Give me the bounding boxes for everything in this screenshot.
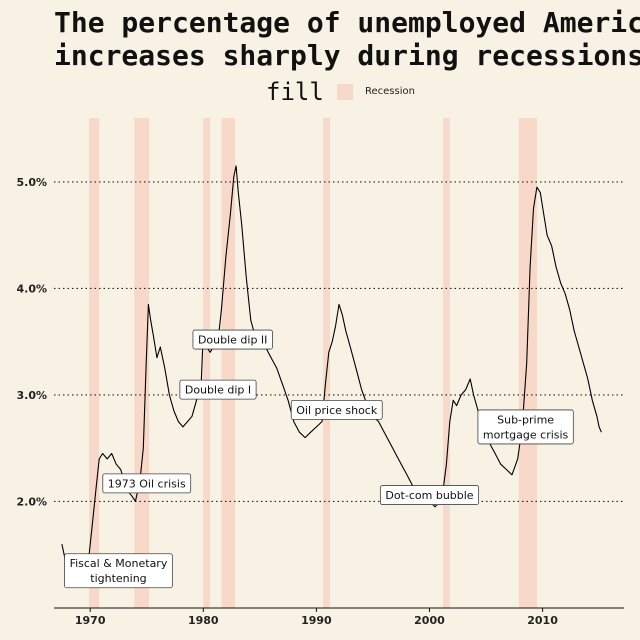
annotation-7-text-2: mortgage crisis <box>483 428 569 441</box>
annotation-6-text-1: Dot-com bubble <box>385 489 473 502</box>
annotation-7-text-1: Sub-prime <box>497 413 554 426</box>
recession-band-2 <box>134 118 149 608</box>
annotation-4-box <box>192 329 273 350</box>
x-tick-label-3: 1990 <box>301 614 332 627</box>
annotation-2-text-1: 1973 Oil crisis <box>108 477 186 490</box>
annotation-1-text-1: Fiscal & Monetary <box>70 557 168 570</box>
annotation-2: 1973 Oil crisis <box>102 473 192 494</box>
recession-band-4 <box>221 118 235 608</box>
y-tick-label-4: 5.0% <box>16 176 47 189</box>
recession-band-7 <box>518 118 537 608</box>
annotation-5-text-1: Oil price shock <box>296 404 378 417</box>
annotation-1-text-2: tightening <box>90 572 146 585</box>
annotation-5: Oil price shock <box>290 399 383 420</box>
annotation-2-box <box>102 473 192 494</box>
annotation-7-box <box>477 409 574 445</box>
legend-swatch-recession <box>337 84 353 100</box>
y-tick-label-1: 2.0% <box>16 495 47 508</box>
annotation-7: Sub-prime mortgage crisis <box>477 409 574 445</box>
annotation-3-box <box>179 379 257 400</box>
annotation-1-box <box>64 553 173 589</box>
y-tick-label-2: 3.0% <box>16 389 47 402</box>
recession-band-5 <box>323 118 330 608</box>
annotation-4-text-1: Double dip II <box>198 334 267 347</box>
x-tick-label-5: 2010 <box>527 614 558 627</box>
y-tick-label-3: 4.0% <box>16 282 47 295</box>
chart-title-line-1: The percentage of unemployed Americ <box>54 6 640 39</box>
x-tick-label-1: 1970 <box>75 614 106 627</box>
annotation-1: Fiscal & Monetary tightening <box>64 553 173 589</box>
annotation-3-text-1: Double dip I <box>185 384 251 397</box>
recession-band-1 <box>89 118 100 608</box>
recession-band-6 <box>443 118 450 608</box>
chart-title: The percentage of unemployed Americ incr… <box>54 6 640 72</box>
legend-label-recession: Recession <box>365 86 415 97</box>
recession-band-3 <box>203 118 211 608</box>
annotation-6-box <box>379 485 479 505</box>
annotation-3: Double dip I <box>179 379 257 400</box>
annotation-5-box <box>290 399 383 420</box>
chart-title-line-2: increases sharply during recessions <box>54 39 640 72</box>
annotation-4: Double dip II <box>192 329 273 350</box>
x-tick-label-2: 1980 <box>188 614 219 627</box>
x-tick-label-4: 2000 <box>414 614 445 627</box>
legend-title: fill <box>266 78 324 106</box>
annotation-6: Dot-com bubble <box>379 485 479 505</box>
